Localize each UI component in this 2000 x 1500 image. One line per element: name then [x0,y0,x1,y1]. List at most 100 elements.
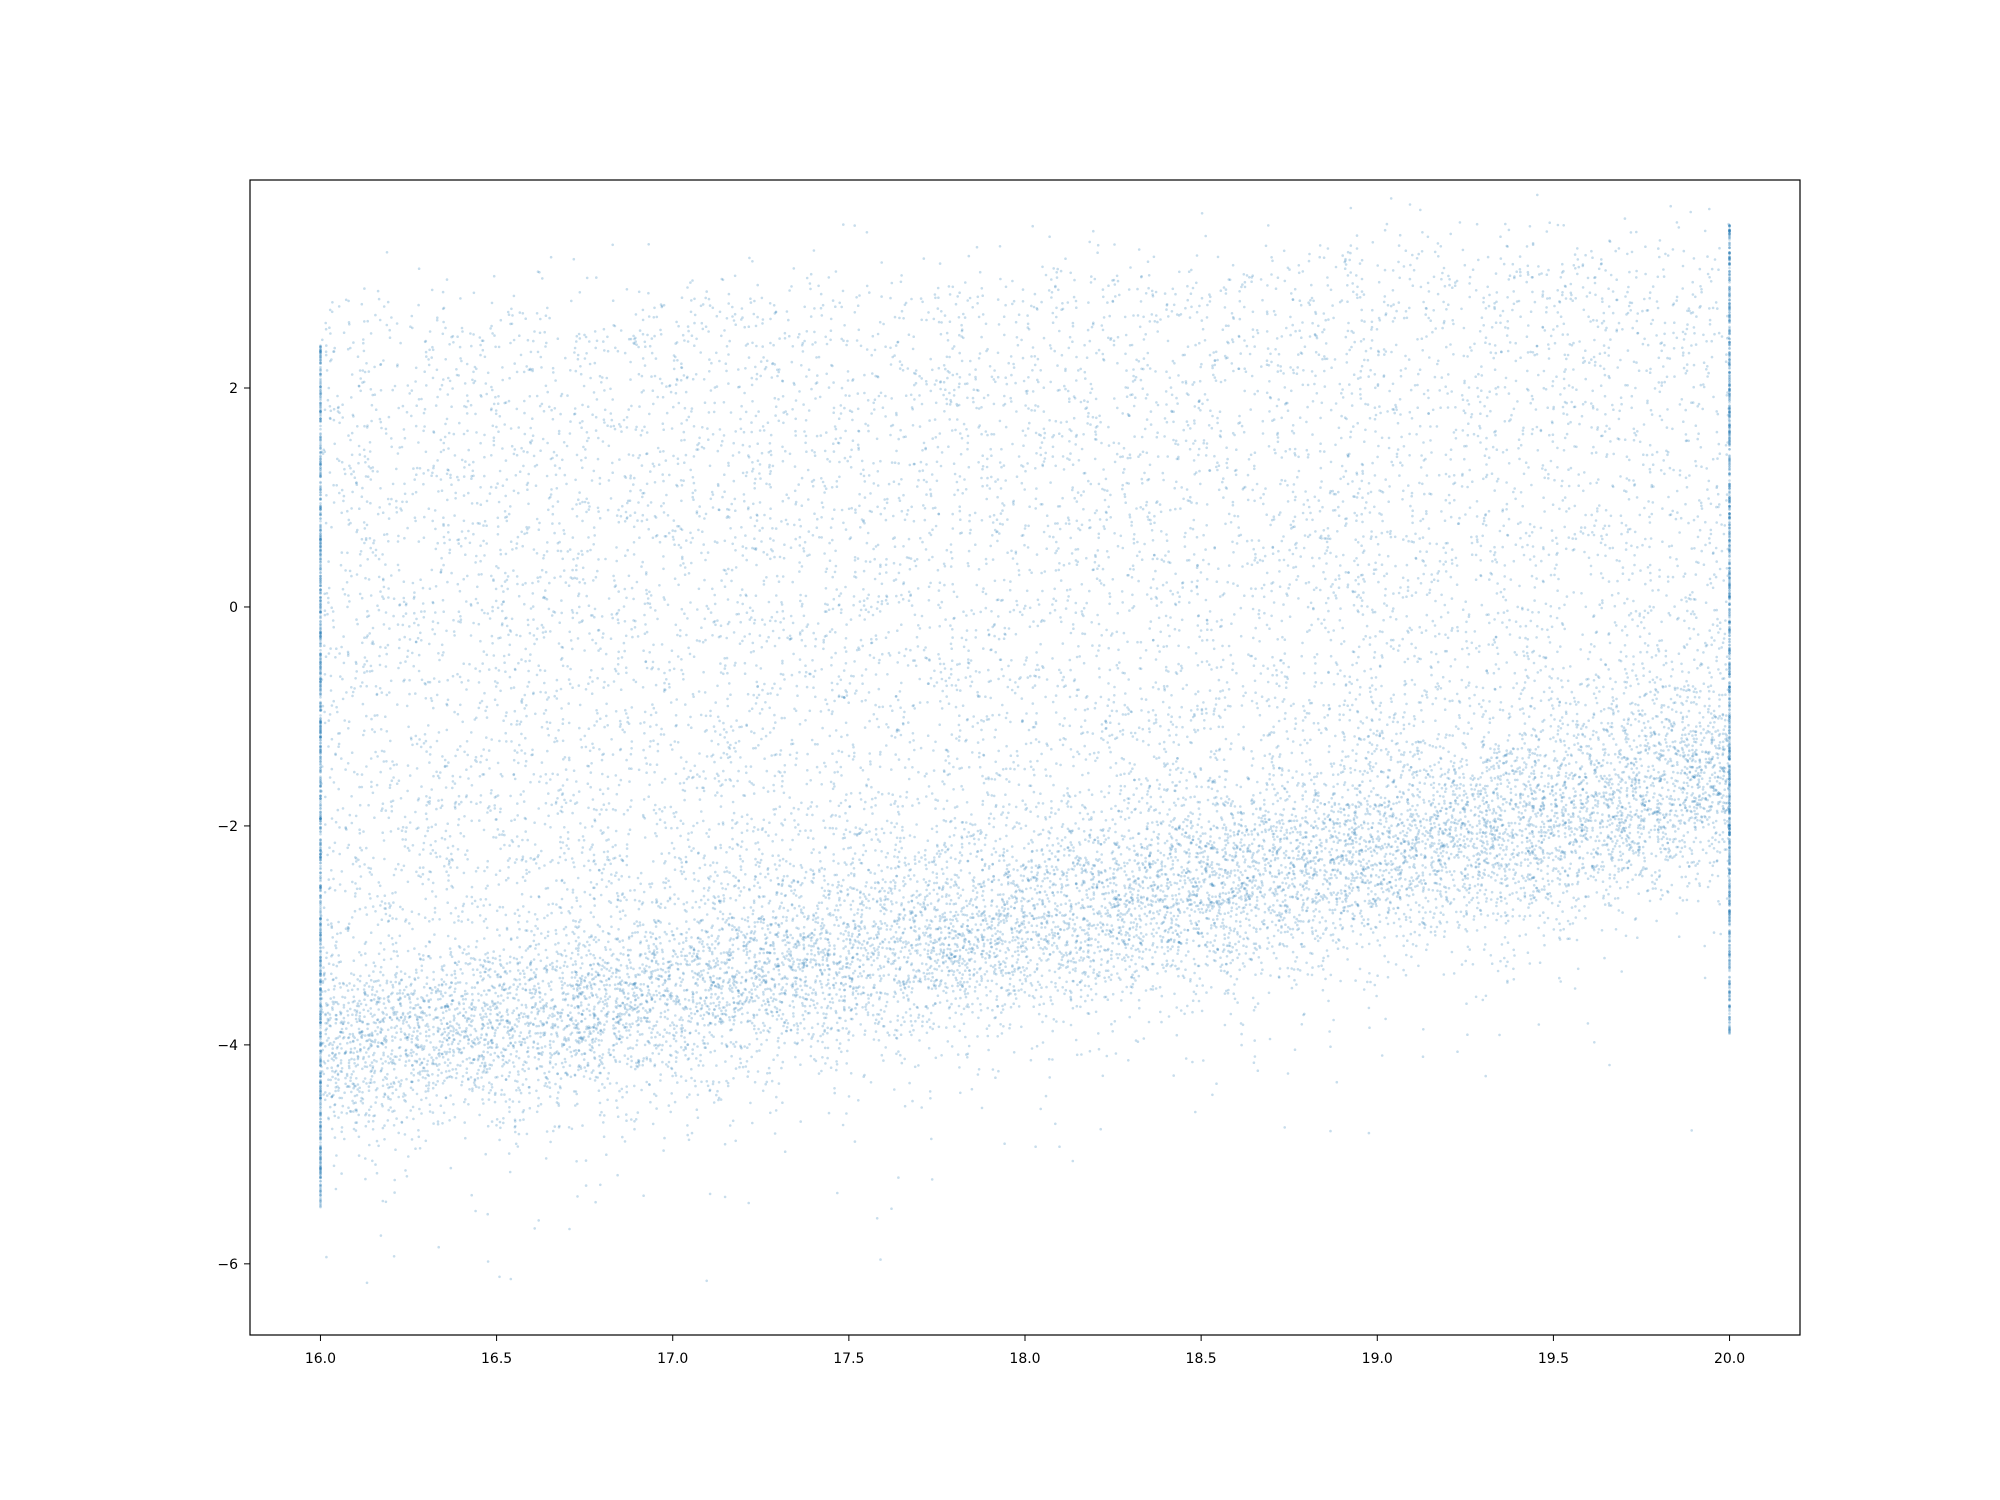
scatter-point [985,465,989,469]
scatter-point [602,831,605,834]
scatter-point [830,681,834,685]
scatter-point [1198,635,1201,639]
scatter-point [423,340,427,344]
scatter-point [525,365,528,368]
scatter-point [1673,723,1676,726]
scatter-point [1199,409,1202,412]
scatter-point [1137,360,1141,363]
scatter-point [1604,269,1607,272]
scatter-point [1343,267,1347,271]
scatter-point [662,479,665,483]
scatter-point [1446,611,1450,614]
scatter-point [1368,636,1372,639]
scatter-point [614,843,617,847]
scatter-point [675,698,678,701]
scatter-point [594,346,597,350]
scatter-point [542,595,546,599]
scatter-point [1560,271,1564,274]
scatter-point [1177,374,1180,377]
scatter-point [512,773,516,776]
scatter-point [1264,244,1268,248]
scatter-point [581,519,584,523]
scatter-point [543,669,547,672]
scatter-point [1437,254,1440,258]
scatter-point [766,790,770,793]
scatter-point [497,883,501,886]
scatter-point [1250,654,1254,658]
scatter-point [1694,464,1698,468]
scatter-point [1563,744,1567,747]
scatter-point [1488,768,1491,771]
scatter-point [462,494,466,497]
scatter-point [676,633,679,637]
scatter-point [1329,408,1333,412]
scatter-point [661,473,664,476]
scatter-point [414,640,418,644]
scatter-point [358,803,362,807]
scatter-point [474,561,477,564]
scatter-point [551,512,555,516]
scatter-point [1468,697,1471,700]
scatter-point [507,633,510,637]
scatter-point [1243,305,1246,309]
scatter-point [1066,301,1070,304]
scatter-point [1237,733,1240,736]
scatter-point [689,531,692,535]
scatter-point [1292,566,1295,569]
scatter-point [1648,670,1652,673]
scatter-point [1468,275,1472,279]
scatter-point [1512,407,1516,411]
scatter-point [1156,842,1160,845]
scatter-point [1239,606,1243,610]
scatter-point [1722,579,1725,582]
scatter-point [1572,405,1576,409]
scatter-point [1358,487,1361,491]
scatter-point [1219,797,1223,800]
scatter-point [1291,298,1295,301]
scatter-point [560,878,564,882]
scatter-point [1217,567,1220,570]
scatter-point [829,799,832,803]
scatter-point [1224,288,1228,291]
scatter-point [633,626,637,629]
scatter-point [1030,304,1033,308]
scatter-point [329,359,332,363]
scatter-point [1148,320,1152,323]
scatter-point [762,579,766,583]
scatter-point [432,677,436,680]
scatter-point [1423,826,1426,829]
scatter-point [994,805,998,808]
scatter-point [1615,328,1619,332]
scatter-point [355,483,359,487]
scatter-point [829,317,833,321]
scatter-point [928,658,931,661]
scatter-point [863,480,867,483]
scatter-point [1589,573,1593,576]
scatter-point [446,580,449,584]
scatter-point [1668,614,1672,617]
scatter-point [599,829,603,832]
scatter-point [662,303,666,307]
scatter-point [1102,583,1106,587]
scatter-point [559,575,562,578]
scatter-point [1489,550,1492,553]
scatter-point [691,692,695,696]
scatter-point [945,331,949,335]
scatter-point [1291,298,1295,302]
scatter-point [1225,446,1228,450]
scatter-point [1484,709,1487,713]
scatter-point [976,694,980,697]
scatter-point [941,689,944,693]
scatter-point [1386,554,1390,558]
scatter-point [682,678,685,681]
scatter-point [1215,666,1219,669]
scatter-point [517,594,521,598]
scatter-point [449,473,452,477]
scatter-point [1142,338,1146,341]
scatter-point [698,798,702,801]
scatter-point [1553,341,1557,345]
scatter-point [1415,841,1419,844]
scatter-point [1238,299,1242,303]
scatter-point [1611,403,1614,407]
scatter-point [1127,816,1131,820]
